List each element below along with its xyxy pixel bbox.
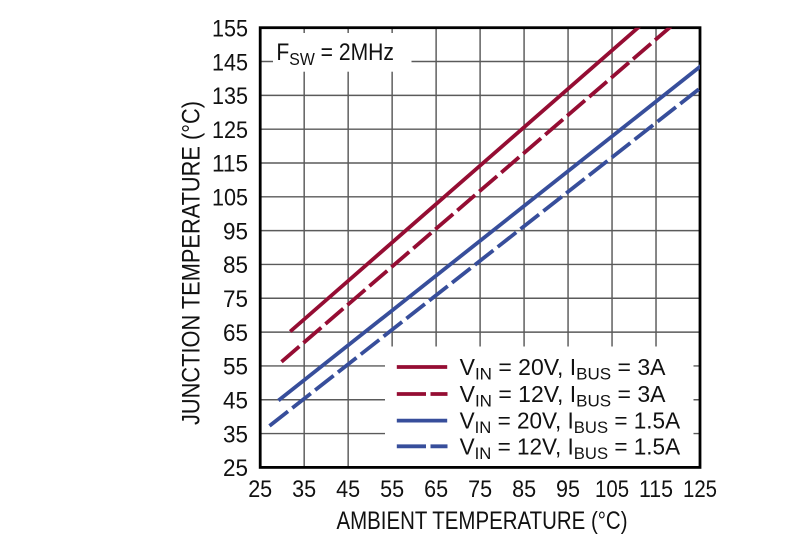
svg-text:JUNCTION TEMPERATURE (°C): JUNCTION TEMPERATURE (°C) [178,101,206,425]
svg-text:25: 25 [248,476,272,503]
svg-text:85: 85 [223,252,248,279]
svg-text:125: 125 [212,117,248,144]
svg-text:65: 65 [223,320,248,347]
svg-text:VIN = 12V, IBUS = 1.5A: VIN = 12V, IBUS = 1.5A [460,433,681,463]
svg-text:105: 105 [212,185,248,212]
svg-text:35: 35 [292,476,316,503]
svg-text:25: 25 [223,455,248,482]
svg-text:AMBIENT TEMPERATURE (°C): AMBIENT TEMPERATURE (°C) [337,507,628,535]
svg-text:105: 105 [595,476,629,503]
svg-text:155: 155 [212,15,248,42]
svg-text:45: 45 [336,476,360,503]
svg-text:95: 95 [223,218,248,245]
svg-text:145: 145 [212,49,248,76]
svg-text:55: 55 [223,354,248,381]
svg-text:85: 85 [512,476,536,503]
svg-text:VIN = 20V, IBUS = 1.5A: VIN = 20V, IBUS = 1.5A [460,407,681,437]
svg-text:95: 95 [556,476,580,503]
svg-text:135: 135 [212,83,248,110]
svg-text:75: 75 [468,476,492,503]
svg-text:35: 35 [223,421,248,448]
svg-text:55: 55 [380,476,404,503]
svg-text:VIN = 20V, IBUS = 3A: VIN = 20V, IBUS = 3A [460,354,667,384]
svg-text:115: 115 [639,476,673,503]
svg-text:65: 65 [424,476,448,503]
svg-text:75: 75 [223,286,248,313]
svg-text:VIN = 12V, IBUS = 3A: VIN = 12V, IBUS = 3A [460,381,667,411]
svg-text:125: 125 [683,476,717,503]
svg-text:45: 45 [223,388,248,415]
svg-text:115: 115 [212,151,248,178]
